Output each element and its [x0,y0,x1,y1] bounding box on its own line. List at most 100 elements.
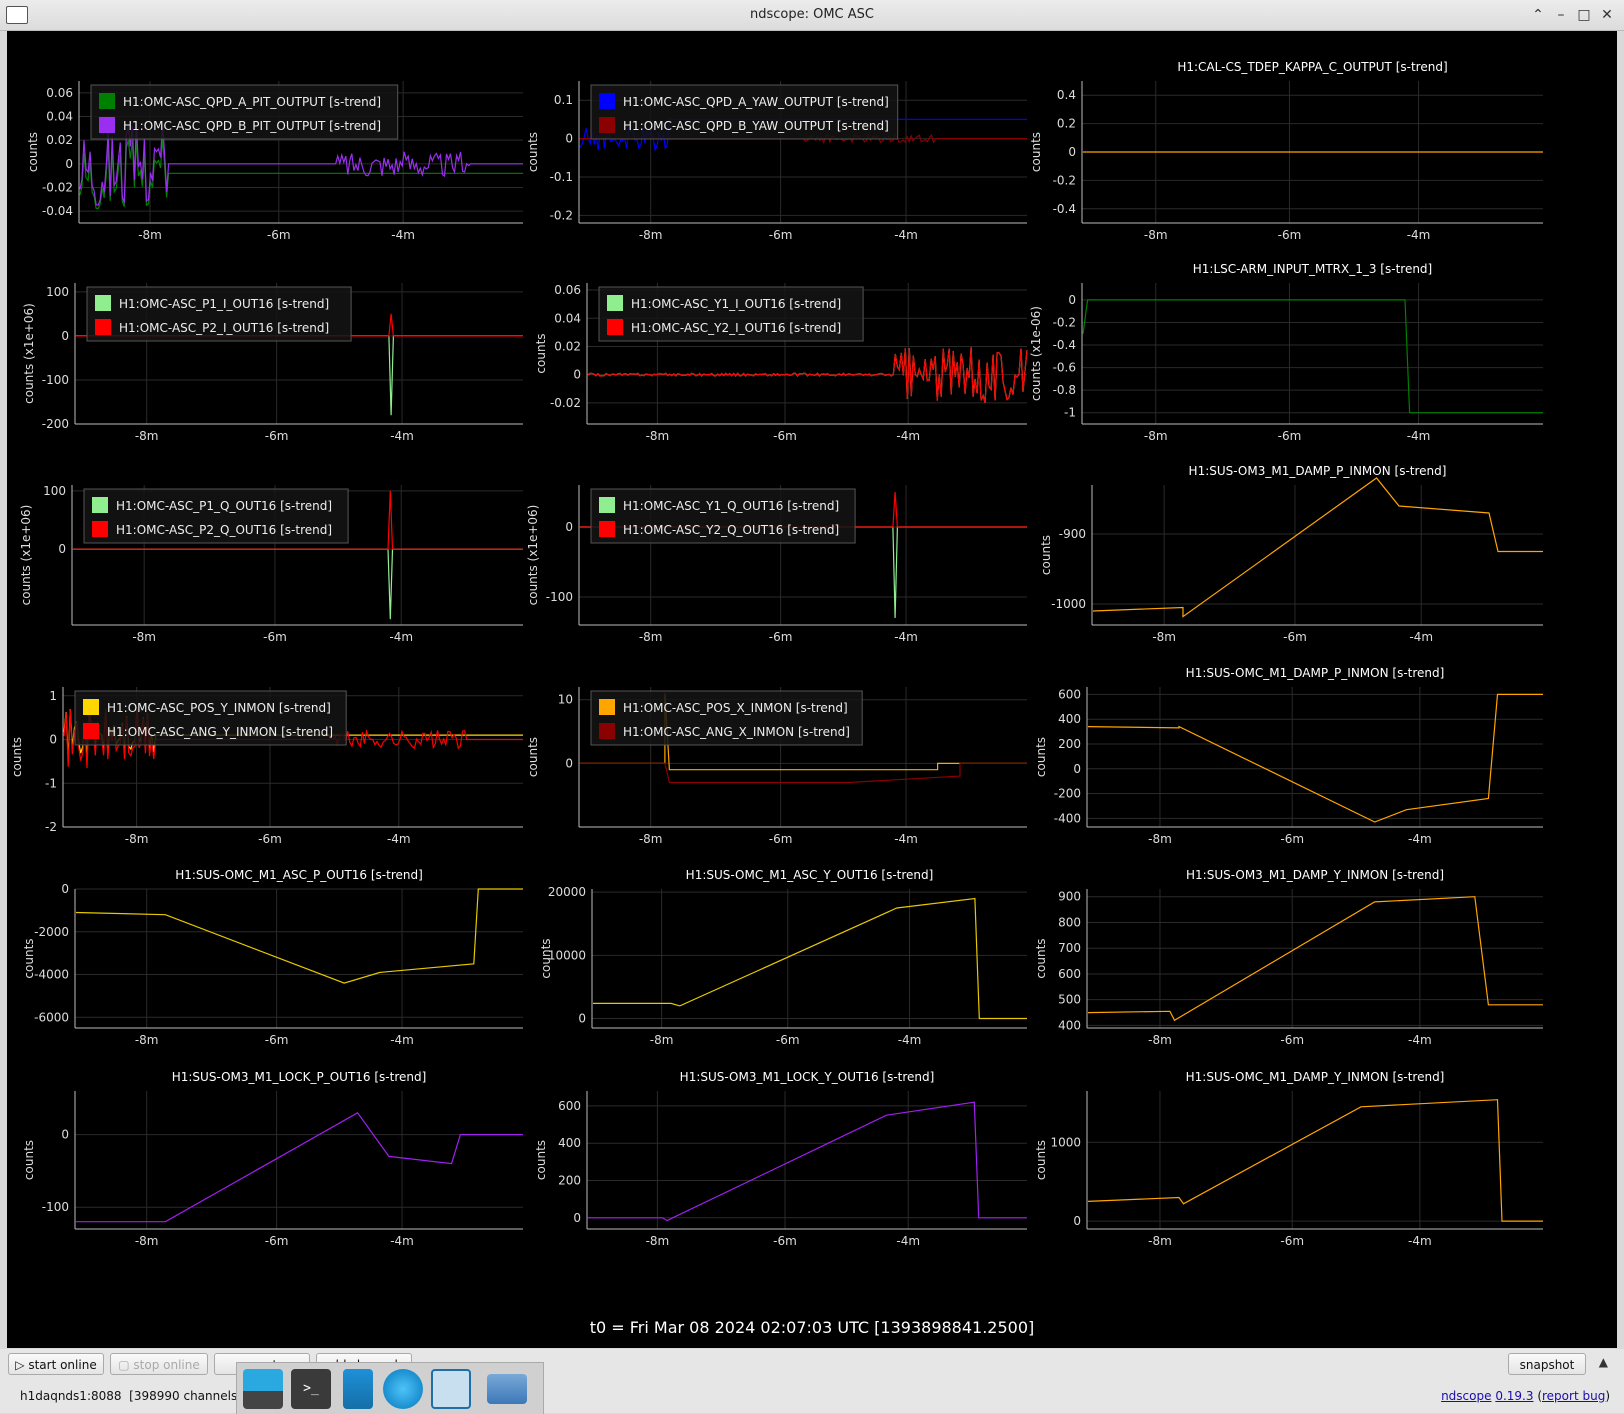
y-tick-label: -0.2 [1053,315,1076,329]
plot-p15[interactable]: H1:SUS-OM3_M1_LOCK_P_OUT16 [s-trend] -8m -… [22,1070,523,1248]
plot-p0[interactable]: -8m -6m -4m 0.06 0.04 0.02 0 -0.02 -0.04 counts H1… [26,81,523,242]
files-icon[interactable] [343,1369,373,1409]
ndscope-link[interactable]: ndscope [1441,1389,1492,1403]
browser-icon[interactable] [383,1369,423,1409]
plot-p1[interactable]: -8m -6m -4m 0.1 0 -0.1 -0.2 counts H1:OMC-ASC_QP… [526,81,1027,242]
plot-p11[interactable]: H1:SUS-OMC_M1_DAMP_P_INMON [s-trend] -8m -… [1034,666,1543,846]
y-axis-label: counts [534,1140,548,1180]
x-tick-label: -6m [1283,630,1307,644]
plot-p10[interactable]: -8m -6m -4m 10 0 counts H1:OMC-ASC_POS_X_INMON… [526,687,1027,846]
y-tick-label: -0.2 [1053,173,1076,187]
legend-entry: H1:OMC-ASC_QPD_B_YAW_OUTPUT [s-trend] [623,119,889,133]
window-title: ndscope: OMC ASC [749,7,874,22]
legend-box [74,690,347,746]
plot-grid[interactable]: -8m -6m -4m0.060.040.020-0.02-0.04countsH1… [7,31,1617,1348]
plot-p9[interactable]: -8m -6m -4m 1 0 -1 -2 counts H1:OMC-ASC_POS_Y_IN… [10,687,523,846]
maximize-icon[interactable]: □ [1577,7,1591,23]
x-tick-label: -4m [1407,429,1431,443]
stop-online-button[interactable]: ▢ stop online [110,1353,208,1375]
y-axis-label: counts (x1e-06) [1029,306,1043,401]
legend-box [590,84,899,140]
folder-icon[interactable] [487,1374,527,1404]
y-tick-label: -0.1 [550,170,573,184]
shade-icon[interactable]: ⌃ [1532,7,1544,23]
x-tick-label: -4m [1408,832,1432,846]
version-link[interactable]: 0.19.3 [1495,1389,1534,1403]
x-tick-label: -8m [1148,832,1172,846]
y-tick-label: 20000 [548,885,586,899]
y-axis-label: counts [1039,535,1053,575]
legend-entry: H1:OMC-ASC_POS_Y_INMON [s-trend] [107,701,331,715]
plot-p12[interactable]: H1:SUS-OMC_M1_ASC_P_OUT16 [s-trend] -8m -6… [22,868,523,1047]
trace-line [79,137,523,210]
version-info: ndscope 0.19.3 (report bug) [1441,1389,1610,1403]
plot-p13[interactable]: H1:SUS-OMC_M1_ASC_Y_OUT16 [s-trend] -8m -6… [539,868,1027,1047]
y-tick-label: 0 [1073,762,1081,776]
legend-box [590,690,863,746]
y-tick-label: 0 [49,733,57,747]
plot-p3[interactable]: -8m -6m -4m 100 0 -100 -200 counts (x1e+06) H1:O… [22,283,523,443]
x-tick-label: -6m [267,228,291,242]
snapshot-button[interactable]: snapshot [1508,1353,1586,1375]
x-tick-label: -8m [135,1033,159,1047]
search-icon[interactable] [431,1369,471,1409]
legend-entry: H1:OMC-ASC_Y1_Q_OUT16 [s-trend] [623,499,839,513]
trace-line [588,1101,1027,1222]
collapse-icon[interactable]: ▲ [1598,1355,1608,1369]
plot-title: H1:SUS-OM3_M1_LOCK_Y_OUT16 [s-trend] [680,1070,935,1084]
channel-count: [398990 channels] [129,1389,242,1403]
x-tick-label: -6m [1278,429,1302,443]
y-tick-label: 0 [565,756,573,770]
legend-entry: H1:OMC-ASC_P1_I_OUT16 [s-trend] [119,297,329,311]
plot-area[interactable]: -8m -6m -4m 0.06 0.04 0.02 0 -0.02 -0.04 counts H1… [7,31,1617,1348]
legend-entry: H1:OMC-ASC_P1_Q_OUT16 [s-trend] [116,499,332,513]
x-tick-label: -8m [1152,630,1176,644]
y-tick-label: -0.2 [550,208,573,222]
minimize-icon[interactable]: – [1557,7,1565,23]
x-tick-label: -4m [391,228,415,242]
plot-p8[interactable]: H1:SUS-OM3_M1_DAMP_P_INMON [s-trend] -8m -… [1039,464,1543,644]
legend-swatch [599,699,615,715]
x-tick-label: -6m [258,832,282,846]
plot-p16[interactable]: H1:SUS-OM3_M1_LOCK_Y_OUT16 [s-trend] -8m -… [534,1070,1027,1248]
y-tick-label: 200 [1058,737,1081,751]
x-tick-label: -6m [769,228,793,242]
plot-p5[interactable]: H1:LSC-ARM_INPUT_MTRX_1_3 [s-trend] -8m -6… [1029,262,1543,443]
x-tick-label: -8m [132,630,156,644]
plot-p7[interactable]: -8m -6m -4m 0 -100 counts (x1e+06) H1:OMC-ASC_… [526,485,1027,644]
legend-swatch [99,93,115,109]
plot-p17[interactable]: H1:SUS-OMC_M1_DAMP_Y_INMON [s-trend] -8m -… [1034,1070,1543,1248]
plot-p14[interactable]: H1:SUS-OM3_M1_DAMP_Y_INMON [s-trend] -8m -… [1034,868,1543,1047]
y-tick-label: 0.04 [554,311,581,325]
y-axis-label: counts [1034,938,1048,978]
x-tick-label: -8m [650,1033,674,1047]
report-bug-link[interactable]: report bug [1542,1389,1606,1403]
y-tick-label: 0 [61,329,69,343]
desktop-icon[interactable] [243,1369,283,1409]
trace-line [1082,299,1543,414]
legend-box [90,84,399,140]
y-tick-label: -400 [1054,811,1081,825]
plot-p4[interactable]: -8m -6m -4m 0.06 0.04 0.02 0 -0.02 counts H1:OMC-… [534,283,1028,443]
window-icon[interactable] [6,6,28,24]
x-tick-label: -6m [265,1234,289,1248]
x-tick-label: -6m [263,630,287,644]
x-tick-label: -4m [894,228,918,242]
x-tick-label: -8m [639,832,663,846]
y-tick-label: 100 [46,285,69,299]
x-tick-label: -4m [1408,1234,1432,1248]
start-online-button[interactable]: ▷ start online [8,1353,104,1375]
plot-p2[interactable]: H1:CAL-CS_TDEP_KAPPA_C_OUTPUT [s-trend] -… [1029,60,1543,242]
terminal-icon[interactable]: >_ [291,1369,331,1409]
y-tick-label: -2000 [34,925,69,939]
y-tick-label: 0 [65,157,73,171]
close-icon[interactable]: ✕ [1601,7,1613,23]
y-axis-label: counts [1034,737,1048,777]
stop-online-label: stop online [133,1358,200,1372]
y-axis-label: counts [1029,132,1043,172]
plot-p6[interactable]: -8m -6m -4m 100 0 counts (x1e+06) H1:OMC-ASC_P… [19,484,523,644]
x-tick-label: -8m [138,228,162,242]
x-tick-label: -4m [390,1234,414,1248]
legend-swatch [599,497,615,513]
legend-entry: H1:OMC-ASC_QPD_B_PIT_OUTPUT [s-trend] [123,119,381,133]
